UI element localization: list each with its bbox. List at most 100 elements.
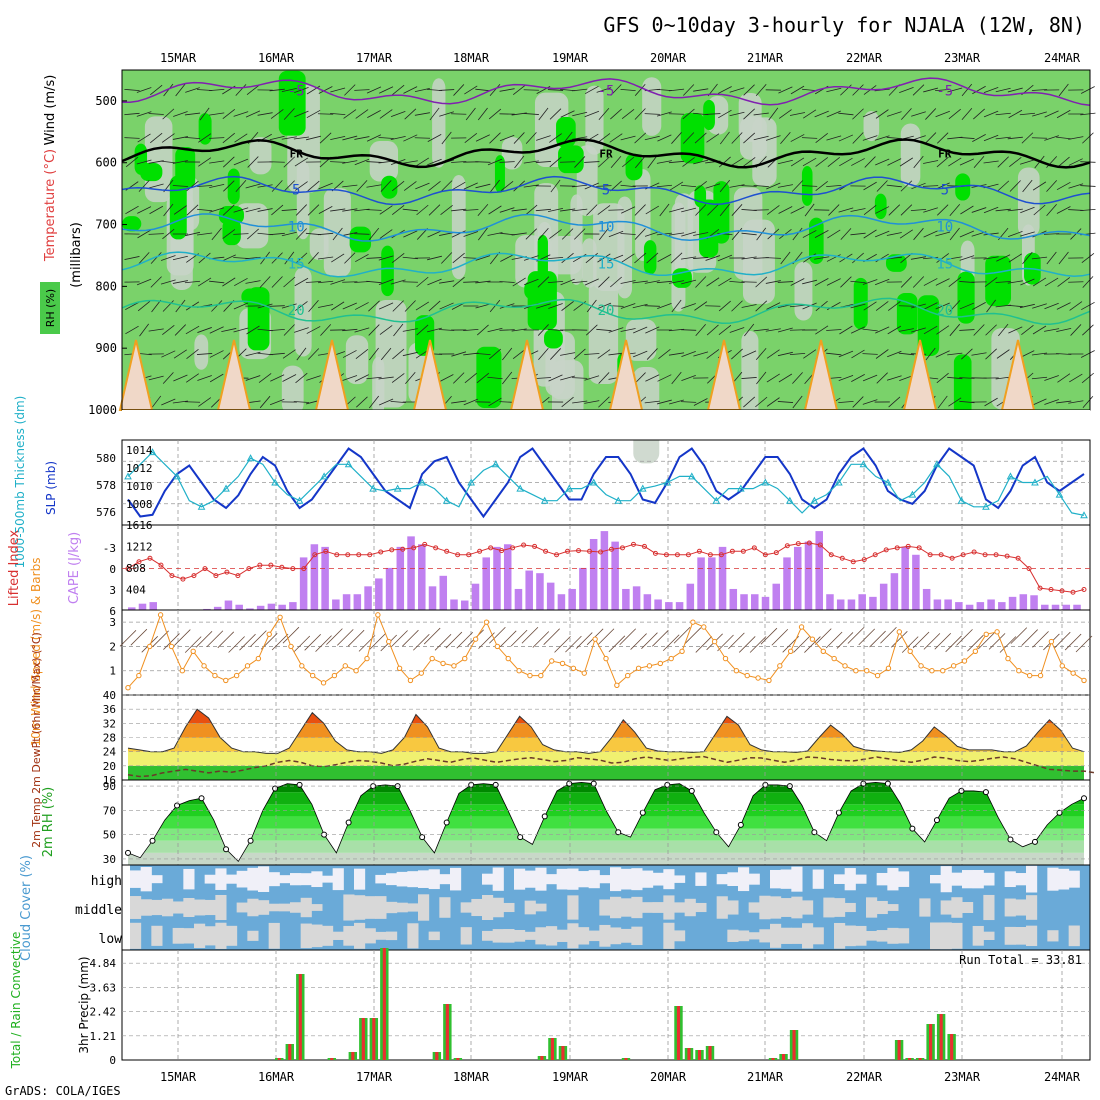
wind-barb (378, 137, 394, 139)
wind-barb (403, 181, 417, 191)
wind-barb (355, 349, 369, 359)
wind-speed-marker (885, 665, 892, 671)
rh-moist-region (699, 199, 719, 258)
wind-barb (656, 184, 673, 188)
lifted-index-marker (674, 552, 680, 558)
thickness-marker (246, 454, 255, 462)
wind-barb (282, 374, 297, 382)
wind-barb (572, 377, 588, 379)
wind-barb (863, 181, 877, 191)
wind-barb (392, 84, 405, 96)
cloud-cell (983, 872, 995, 886)
rh-moist-region (985, 255, 1012, 307)
lifted-index-marker (960, 552, 966, 558)
cape-bar (503, 544, 512, 610)
wind-barb (621, 156, 635, 168)
wind-barb (973, 155, 985, 169)
wind-barb (999, 636, 1017, 653)
cloud-cell (652, 872, 664, 886)
wind-speed-marker (635, 665, 642, 671)
cloud-cell (812, 869, 824, 889)
wind-barb (209, 88, 225, 92)
wind-barb (209, 160, 225, 164)
wind-barb (535, 377, 552, 379)
wind-barb (1043, 89, 1060, 91)
lifted-index-marker (938, 552, 944, 558)
wind-barb (1031, 352, 1048, 356)
cape-bar (482, 557, 490, 610)
lifted-index-marker (1081, 586, 1087, 592)
rh-dry-region (249, 137, 272, 175)
wind-barb (683, 132, 695, 144)
cloud-cell (802, 900, 814, 915)
cloud-cell (631, 868, 643, 891)
wind-speed-marker (853, 668, 859, 674)
rh-dry-region (582, 238, 597, 288)
wind-speed-marker (766, 677, 772, 684)
precip-convective-bar (288, 1044, 292, 1060)
cloud-cell (503, 929, 515, 943)
cloud-cell (759, 895, 771, 920)
wind-barb (427, 158, 442, 166)
y-tick-label-left: 3 (109, 584, 116, 597)
wind-barb (148, 328, 164, 332)
wind-barb (573, 348, 586, 360)
wind-barb (543, 628, 560, 646)
y-tick-label: 36 (103, 703, 116, 716)
cape-bar (1019, 594, 1028, 610)
lifted-index-marker (894, 545, 900, 551)
wind-barb (935, 302, 950, 310)
wind-barb (150, 84, 163, 96)
cloud-cell (194, 899, 206, 916)
cape-bar (622, 588, 630, 610)
cloud-cell (578, 871, 590, 888)
wind-barb (608, 305, 624, 307)
wind-barb (609, 133, 623, 143)
lifted-index-marker (257, 562, 263, 568)
wind-barb (416, 324, 429, 336)
wind-barb (936, 325, 950, 335)
wind-barb (1008, 253, 1022, 263)
wind-barb (983, 134, 999, 142)
time-tick-label-bottom: 15MAR (160, 1070, 197, 1084)
wind-barb (445, 631, 463, 649)
wind-barb (863, 229, 877, 239)
wind-barb (741, 232, 757, 236)
cape-bar (965, 604, 974, 610)
wind-barb (743, 132, 756, 144)
wind-barb (662, 634, 680, 652)
wind-barb (476, 324, 489, 336)
wind-barb (766, 397, 780, 407)
wind-barb (1044, 399, 1059, 405)
wind-barb (293, 635, 311, 653)
rh-dry-region (281, 365, 304, 415)
cape-bar (1073, 604, 1081, 610)
wind-barb (741, 350, 757, 358)
wind-barb (1032, 398, 1047, 406)
wind-barb (584, 161, 600, 163)
wind-barb (658, 348, 671, 360)
wind-barb (1056, 136, 1072, 140)
wind-barb (790, 278, 805, 286)
wind-barb (342, 208, 358, 212)
wind-barb (1032, 325, 1047, 335)
wind-barb (621, 253, 635, 263)
lifted-index-marker (916, 545, 922, 551)
wind-speed-marker (755, 675, 761, 681)
wind-speed-marker (896, 629, 903, 635)
cloud-cell (279, 875, 291, 884)
wind-barb (572, 111, 588, 117)
wind-barb (428, 300, 441, 312)
wind-barb (780, 131, 791, 145)
wind-barb (706, 349, 720, 359)
wind-speed-marker (733, 668, 740, 674)
wind-barb (367, 110, 381, 118)
lifted-index-marker (883, 547, 889, 553)
wind-barb (1058, 83, 1069, 97)
lifted-index-marker (521, 542, 527, 548)
rh-marker (958, 787, 965, 794)
cloud-row-label: high (91, 874, 122, 889)
isotherm-label: 20 (288, 303, 305, 319)
wind-barb (222, 156, 235, 168)
wind-barb (228, 636, 245, 653)
